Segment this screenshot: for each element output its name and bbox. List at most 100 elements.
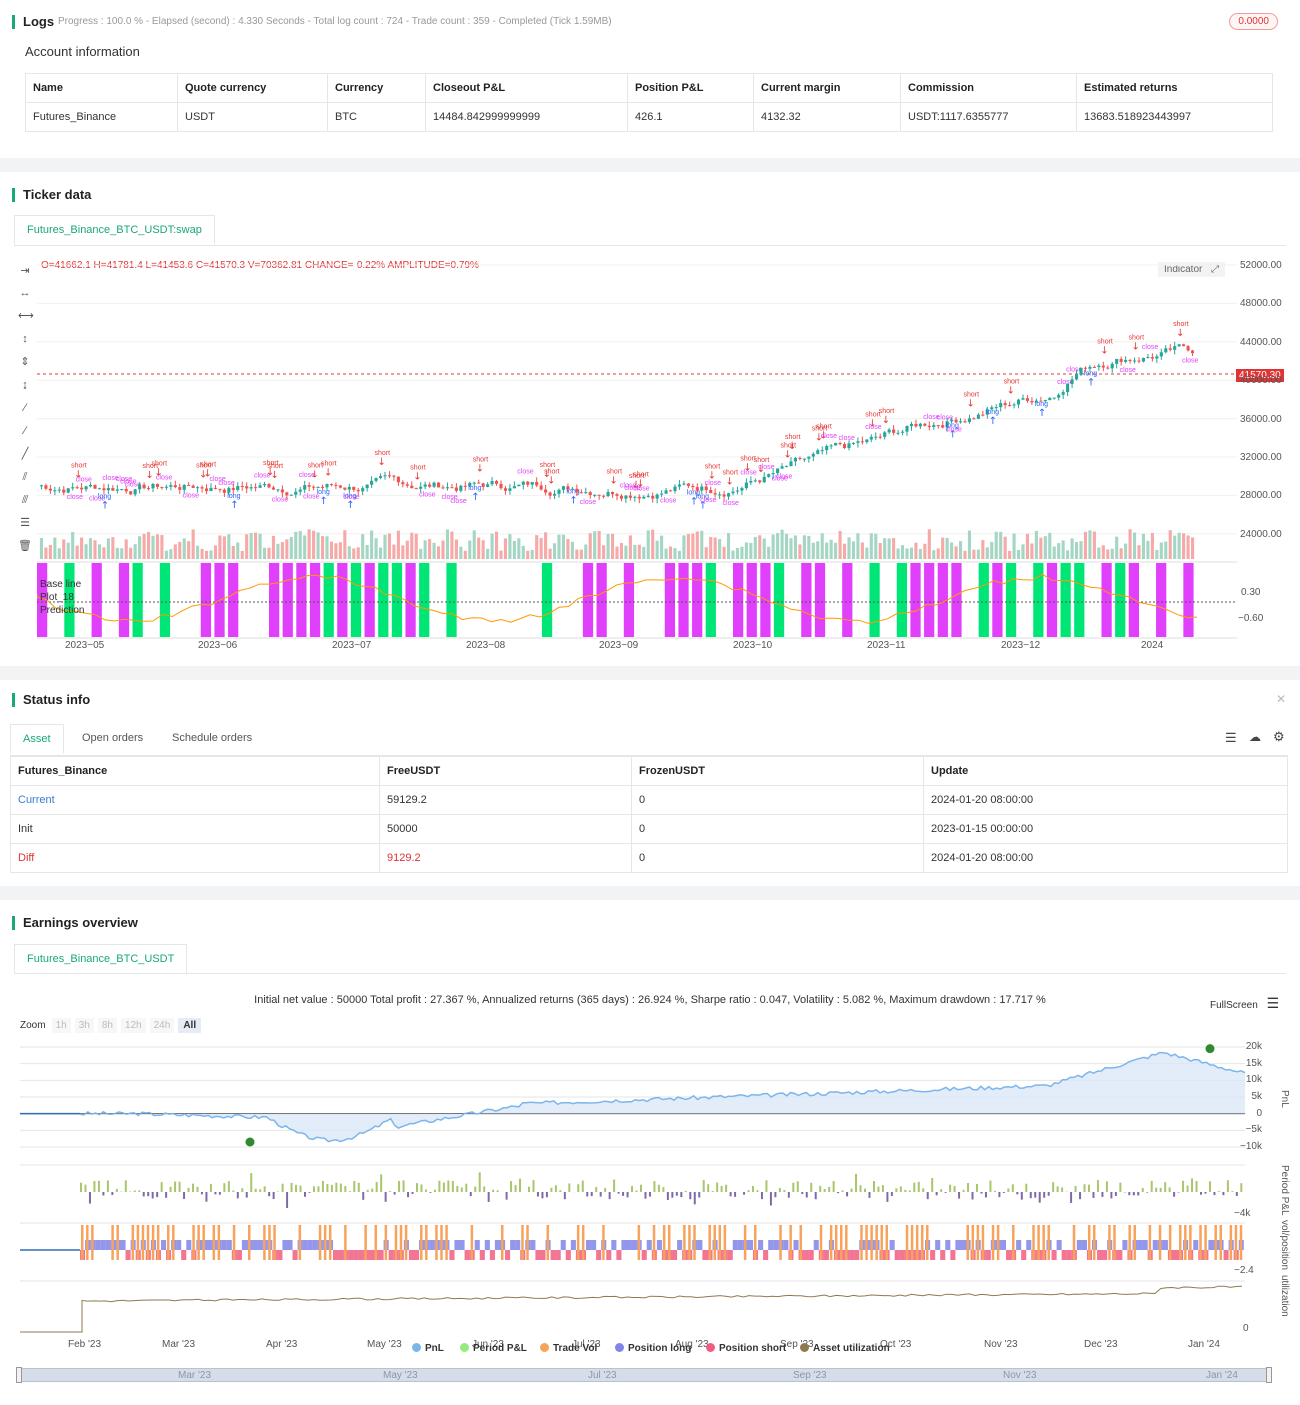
period-pnl-bar [174, 1181, 177, 1192]
tab-ticker-symbol[interactable]: Futures_Binance_BTC_USDT:swap [14, 215, 215, 245]
volume-bar [88, 538, 93, 559]
vertical-line-icon[interactable]: ↕ [22, 333, 28, 345]
period-pnl-bar [299, 1185, 302, 1192]
legend-item[interactable]: Trade Vol [540, 1343, 597, 1354]
candle-body [637, 496, 641, 499]
candle-body [1182, 344, 1186, 347]
fullscreen-button[interactable]: FullScreen ☰ [1210, 995, 1279, 1012]
candle-body [1128, 359, 1132, 361]
vertical-ray-icon[interactable]: ↨ [22, 379, 28, 391]
short-arrow-icon: ↓ [146, 470, 154, 481]
volume-bar [115, 547, 119, 559]
candle-body [909, 423, 914, 427]
tab-open-orders[interactable]: Open orders [82, 732, 144, 744]
candle-body [463, 485, 467, 487]
channel-icon[interactable]: ⫻ [21, 494, 29, 506]
horizontal-line-icon[interactable]: ↔ [19, 287, 31, 299]
zoom-12h[interactable]: 12h [120, 1018, 146, 1033]
fib-levels-icon[interactable]: ☰ [20, 517, 30, 529]
tab-asset[interactable]: Asset [10, 724, 64, 754]
candle-body [66, 488, 70, 493]
tab-schedule-orders[interactable]: Schedule orders [172, 732, 253, 744]
short-arrow-icon: ↓ [632, 480, 640, 491]
candle-body [958, 421, 963, 423]
period-pnl-bar [312, 1186, 315, 1192]
zoom-all[interactable]: All [178, 1018, 202, 1033]
position-long-bar [793, 1240, 799, 1250]
zoom-1h[interactable]: 1h [51, 1018, 71, 1033]
volume-bar [1155, 549, 1159, 559]
trade-vol-bar [885, 1225, 889, 1260]
short-marker: short [544, 468, 560, 475]
candlestick-chart[interactable]: closeshort↓closecloselong↑closecloseclos… [37, 254, 1237, 644]
legend-item[interactable]: PnL [412, 1343, 444, 1354]
segment-line-icon[interactable]: ╱ [21, 448, 29, 460]
earnings-chart[interactable] [20, 1035, 1290, 1335]
crosshair-icon[interactable]: ⇥ [20, 265, 30, 277]
zoom-24h[interactable]: 24h [149, 1018, 175, 1033]
signal-bar [1101, 563, 1112, 637]
long-arrow-icon: ↑ [1087, 378, 1095, 389]
position-short-bar [1005, 1250, 1012, 1260]
trade-vol-bar [865, 1225, 868, 1260]
indicator-button[interactable]: Indicator ⤢ [1158, 262, 1226, 277]
time-tick: Apr '23 [266, 1339, 298, 1350]
candle-body [776, 468, 780, 474]
list-icon[interactable]: ☰ [1225, 730, 1237, 745]
volume-bar [660, 535, 664, 559]
navigator-left-handle[interactable] [16, 1367, 22, 1383]
period-pnl-bar [510, 1181, 513, 1192]
position-short-bar [535, 1250, 541, 1260]
volume-bar [97, 544, 102, 559]
candle-body [436, 482, 441, 488]
period-pnl-bar [1020, 1192, 1023, 1200]
trade-vol-bar [713, 1225, 716, 1260]
volume-bar [1057, 543, 1061, 559]
ray-line-icon[interactable]: ∕ [24, 425, 26, 437]
period-pnl-bar [344, 1185, 347, 1192]
volume-bar [976, 549, 980, 559]
volume-bar [878, 542, 882, 559]
navigator-right-handle[interactable] [1266, 1367, 1272, 1383]
zoom-3h[interactable]: 3h [74, 1018, 94, 1033]
period-pnl-bar [1226, 1180, 1229, 1192]
candle-body [1048, 397, 1052, 401]
position-long-bar [586, 1240, 592, 1250]
candle-body [280, 489, 284, 493]
time-tick: Sep '23 [780, 1339, 814, 1350]
parallel-lines-icon[interactable]: ⫽ [22, 471, 28, 483]
volume-bar [539, 537, 543, 559]
short-arrow-icon: ↓ [708, 471, 716, 482]
volume-bar [423, 540, 427, 559]
close-marker: close [1182, 358, 1198, 365]
candle-body [633, 496, 637, 498]
cloud-download-icon[interactable]: ☁ [1249, 730, 1261, 744]
position-long-bar [1193, 1240, 1199, 1250]
gear-icon[interactable]: ⚙ [1273, 729, 1285, 744]
legend-item[interactable]: Asset utilization [800, 1343, 890, 1354]
trade-vol-bar [1234, 1225, 1238, 1260]
legend-dot-icon [706, 1343, 715, 1352]
candle-body [1141, 357, 1146, 362]
position-short-bar [413, 1250, 420, 1260]
close-marker: close [450, 498, 466, 505]
legend-item[interactable]: Position long [615, 1343, 691, 1354]
period-pnl-bar [371, 1188, 374, 1192]
trash-icon[interactable]: 🗑 [18, 540, 32, 552]
horizontal-ray-icon[interactable]: ⟷ [18, 310, 34, 322]
trend-line-icon[interactable]: ⁄ [24, 402, 26, 414]
vertical-segment-icon[interactable]: ⇕ [20, 356, 30, 368]
candle-body [254, 487, 258, 489]
candle-body [155, 483, 160, 487]
legend-item[interactable]: Period P&L [460, 1343, 527, 1354]
legend-item[interactable]: Position short [706, 1343, 786, 1354]
trade-vol-bar [192, 1225, 195, 1260]
logs-section: Logs Progress : 100.0 % - Elapsed (secon… [0, 0, 1300, 158]
expand-icon[interactable]: ⤢ [1211, 264, 1220, 275]
close-icon[interactable]: ✕ [1275, 692, 1286, 706]
zoom-8h[interactable]: 8h [97, 1018, 117, 1033]
short-marker: short [375, 450, 391, 457]
menu-icon[interactable]: ☰ [1266, 995, 1280, 1011]
tab-earnings-symbol[interactable]: Futures_Binance_BTC_USDT [14, 944, 188, 974]
volume-bar [383, 534, 387, 559]
